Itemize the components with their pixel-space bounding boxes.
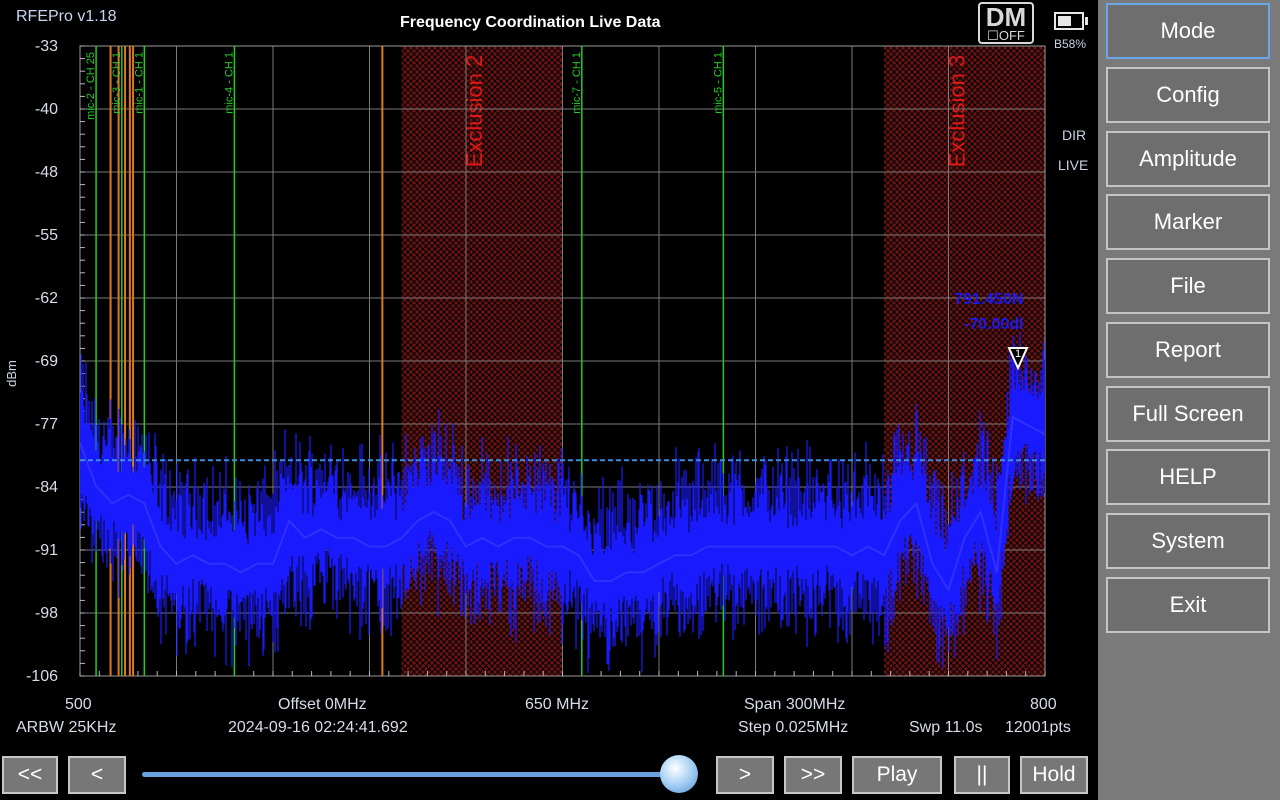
y-tick-label: -40: [34, 101, 58, 118]
forward-fast-button[interactable]: >>: [784, 756, 842, 794]
playback-slider-thumb[interactable]: [660, 755, 698, 793]
marker-triangle-icon: [1007, 347, 1029, 371]
dm-checkbox-icon: ☐: [987, 28, 999, 43]
marker-button[interactable]: Marker: [1106, 194, 1270, 250]
file-button[interactable]: File: [1106, 258, 1270, 314]
spectrum-plot[interactable]: Exclusion 2 Exclusion 3 mic-2 - CH 25 mic-…: [0, 0, 1098, 700]
rbw-label: ARBW 25KHz: [16, 719, 117, 736]
system-button[interactable]: System: [1106, 513, 1270, 569]
points-label: 12001pts: [1005, 719, 1071, 736]
x-end-label: 800: [1030, 696, 1057, 713]
dm-label: DM: [985, 2, 1027, 32]
sidebar-menu: Mode Config Amplitude Marker File Report…: [1098, 0, 1280, 800]
marker-frequency: 791.450N: [954, 291, 1023, 308]
battery-text: B58%: [1054, 37, 1087, 51]
battery-icon: [1054, 12, 1088, 30]
channel-label: mic-4 - CH 1: [223, 52, 235, 114]
y-tick-label: -69: [34, 353, 58, 370]
play-button[interactable]: Play: [852, 756, 942, 794]
marker-id: 1: [1015, 348, 1021, 360]
y-tick-label: -48: [34, 164, 58, 181]
x-start-label: 500: [65, 696, 92, 713]
chart-title: Frequency Coordination Live Data: [400, 14, 661, 31]
step-label: Step 0.025MHz: [738, 719, 849, 736]
report-button[interactable]: Report: [1106, 322, 1270, 378]
marker-level: -70.00dl: [964, 316, 1024, 333]
dm-state-text: OFF: [998, 28, 1025, 43]
y-tick-label: -98: [34, 605, 58, 622]
y-tick-label: -55: [34, 227, 58, 244]
rewind-fast-button[interactable]: <<: [2, 756, 58, 794]
dm-toggle[interactable]: DM ☐OFF: [978, 2, 1034, 44]
y-tick-label: -106: [25, 668, 58, 685]
y-tick-label: -77: [34, 416, 58, 433]
live-label: LIVE: [1058, 157, 1089, 173]
playback-slider-track[interactable]: [142, 772, 690, 777]
x-center-label: 650 MHz: [525, 696, 590, 713]
pause-button[interactable]: ||: [954, 756, 1010, 794]
rewind-button[interactable]: <: [68, 756, 126, 794]
full-screen-button[interactable]: Full Screen: [1106, 386, 1270, 442]
y-tick-label: -62: [34, 290, 58, 307]
span-label: Span 300MHz: [744, 696, 846, 713]
y-tick-label: -91: [34, 542, 58, 559]
amplitude-button[interactable]: Amplitude: [1106, 131, 1270, 187]
channel-label: mic-2 - CH 25: [85, 52, 97, 120]
forward-button[interactable]: >: [716, 756, 774, 794]
config-button[interactable]: Config: [1106, 67, 1270, 123]
dm-state: ☐OFF: [980, 28, 1032, 44]
help-button[interactable]: HELP: [1106, 449, 1270, 505]
exit-button[interactable]: Exit: [1106, 577, 1270, 633]
y-tick-label: -84: [34, 479, 58, 496]
timestamp-label: 2024-09-16 02:24:41.692: [228, 719, 408, 736]
channel-label: mic-3 - CH 1: [111, 52, 123, 114]
offset-label: Offset 0MHz: [278, 696, 367, 713]
channel-label: mic-7 - CH 1: [571, 52, 583, 114]
spectrum-envelope: [80, 415, 1045, 593]
dir-label: DIR: [1062, 127, 1087, 143]
channel-label: mic-1 - CH 1: [133, 52, 145, 114]
sweep-label: Swp 11.0s: [909, 719, 983, 736]
mode-button[interactable]: Mode: [1106, 3, 1270, 59]
battery-level: [1058, 16, 1071, 26]
app-name: RFEPro v1.18: [16, 8, 117, 25]
channel-label: mic-5 - CH 1: [712, 52, 724, 114]
hold-button[interactable]: Hold: [1020, 756, 1088, 794]
y-tick-label: -33: [34, 38, 58, 55]
